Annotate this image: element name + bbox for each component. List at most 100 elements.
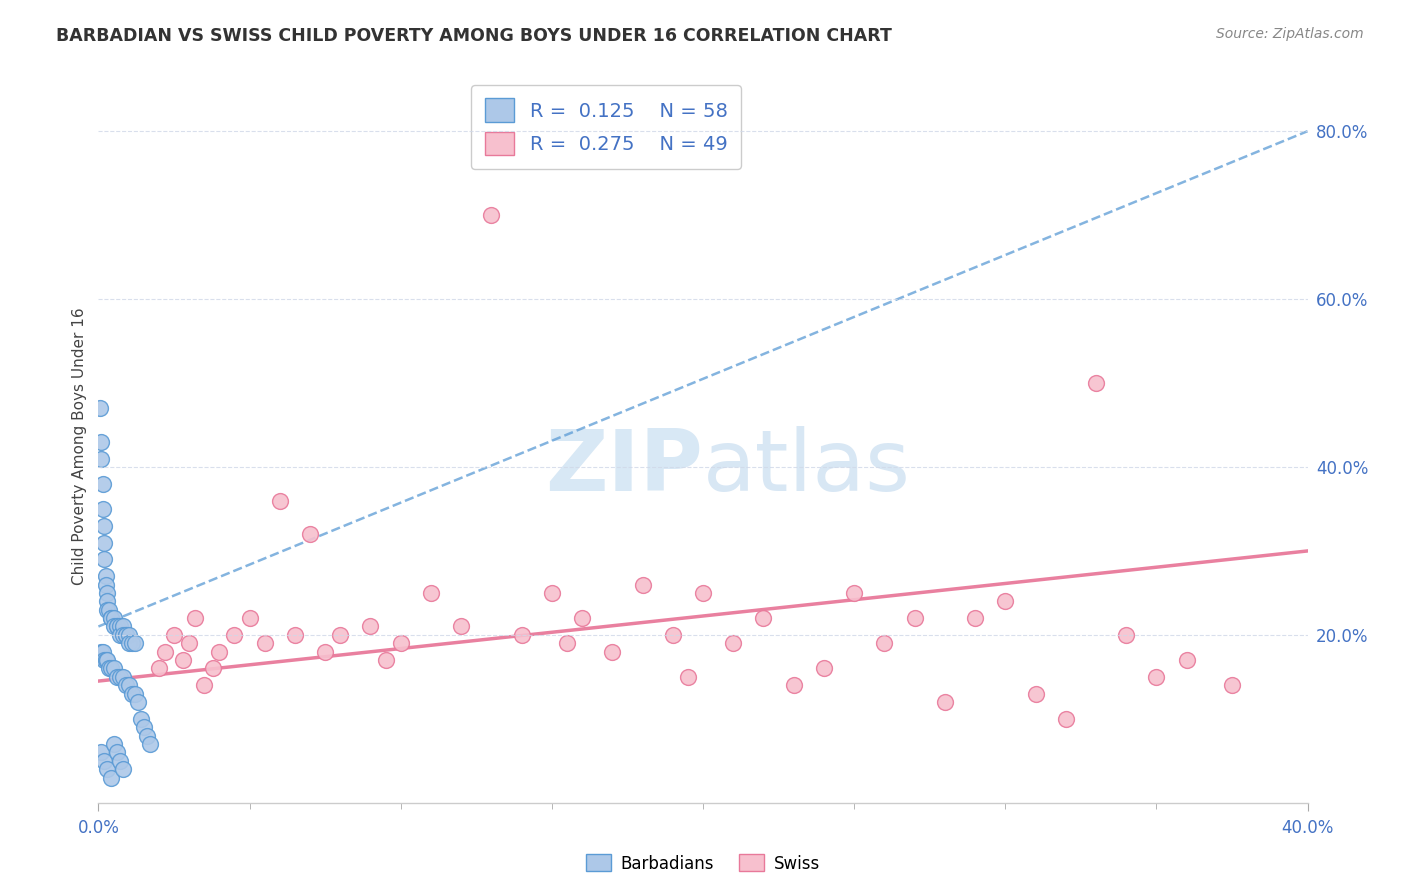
Point [329, 628, 352, 642]
Point [100, 611, 122, 625]
Point [105, 619, 128, 633]
Point [96, 586, 118, 600]
Point [723, 636, 745, 650]
Point [172, 653, 194, 667]
Text: Source: ZipAtlas.com: Source: ZipAtlas.com [1216, 27, 1364, 41]
Point [114, 628, 136, 642]
Point [100, 771, 122, 785]
Point [96, 594, 118, 608]
Point [193, 678, 215, 692]
Point [105, 746, 128, 760]
Point [103, 611, 125, 625]
Point [994, 594, 1017, 608]
Point [100, 661, 122, 675]
Point [139, 737, 162, 751]
Point [555, 636, 578, 650]
Point [676, 670, 699, 684]
Point [135, 729, 157, 743]
Point [93, 754, 115, 768]
Point [184, 611, 207, 625]
Point [208, 645, 231, 659]
Point [121, 687, 143, 701]
Point [224, 628, 246, 642]
Point [108, 628, 131, 642]
Point [540, 586, 562, 600]
Point [108, 670, 131, 684]
Point [103, 661, 125, 675]
Point [284, 628, 307, 642]
Point [450, 619, 472, 633]
Point [94, 653, 117, 667]
Point [783, 678, 806, 692]
Legend: Barbadians, Swiss: Barbadians, Swiss [579, 847, 827, 880]
Point [114, 628, 136, 642]
Point [96, 762, 118, 776]
Y-axis label: Child Poverty Among Boys Under 16: Child Poverty Among Boys Under 16 [72, 307, 87, 585]
Point [510, 628, 533, 642]
Point [127, 695, 149, 709]
Point [813, 661, 835, 675]
Point [904, 611, 927, 625]
Point [314, 645, 336, 659]
Point [118, 636, 141, 650]
Point [90, 434, 112, 449]
Point [91, 502, 114, 516]
Point [571, 611, 593, 625]
Point [118, 678, 141, 692]
Point [89, 401, 111, 416]
Point [602, 645, 624, 659]
Point [94, 569, 117, 583]
Point [121, 636, 143, 650]
Point [124, 636, 146, 650]
Point [389, 636, 412, 650]
Point [90, 645, 112, 659]
Point [965, 611, 987, 625]
Point [420, 586, 443, 600]
Point [108, 619, 131, 633]
Point [90, 746, 112, 760]
Point [111, 670, 134, 684]
Point [1054, 712, 1077, 726]
Point [269, 493, 291, 508]
Point [111, 762, 134, 776]
Point [239, 611, 262, 625]
Point [103, 737, 125, 751]
Point [1085, 376, 1108, 390]
Point [253, 636, 276, 650]
Point [96, 603, 118, 617]
Point [90, 451, 112, 466]
Point [129, 712, 152, 726]
Point [752, 611, 775, 625]
Legend: R =  0.125    N = 58, R =  0.275    N = 49: R = 0.125 N = 58, R = 0.275 N = 49 [471, 85, 741, 169]
Point [1144, 670, 1167, 684]
Point [91, 476, 114, 491]
Point [631, 577, 654, 591]
Point [114, 678, 136, 692]
Point [111, 628, 134, 642]
Point [179, 636, 201, 650]
Point [1115, 628, 1137, 642]
Point [111, 619, 134, 633]
Point [692, 586, 714, 600]
Point [105, 670, 128, 684]
Point [93, 518, 115, 533]
Text: BARBADIAN VS SWISS CHILD POVERTY AMONG BOYS UNDER 16 CORRELATION CHART: BARBADIAN VS SWISS CHILD POVERTY AMONG B… [56, 27, 893, 45]
Point [94, 577, 117, 591]
Point [1220, 678, 1243, 692]
Point [202, 661, 225, 675]
Point [118, 628, 141, 642]
Point [1024, 687, 1046, 701]
Point [374, 653, 396, 667]
Point [98, 661, 121, 675]
Point [481, 208, 503, 222]
Point [163, 628, 186, 642]
Point [93, 535, 115, 549]
Point [360, 619, 382, 633]
Point [132, 720, 155, 734]
Point [98, 603, 121, 617]
Point [93, 653, 115, 667]
Point [124, 687, 146, 701]
Point [299, 527, 322, 541]
Point [153, 645, 176, 659]
Point [93, 552, 115, 566]
